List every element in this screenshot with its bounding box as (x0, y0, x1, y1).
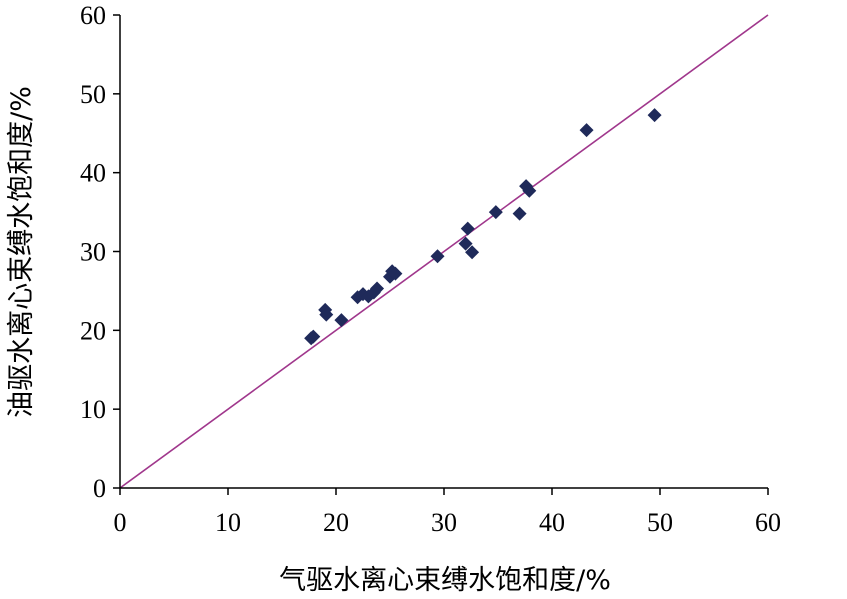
x-tick-label: 50 (647, 508, 673, 537)
x-tick-label: 10 (215, 508, 241, 537)
x-axis-title: 气驱水离心束缚水饱和度/% (279, 565, 611, 596)
x-tick-label: 20 (323, 508, 349, 537)
data-point (512, 206, 527, 221)
y-tick-label: 40 (80, 159, 106, 188)
x-tick-label: 30 (431, 508, 457, 537)
data-point (488, 205, 503, 220)
y-tick-label: 30 (80, 238, 106, 267)
data-point (388, 266, 403, 281)
data-point (319, 307, 334, 322)
data-point (579, 123, 594, 138)
y-tick-label: 60 (80, 1, 106, 30)
x-tick-label: 40 (539, 508, 565, 537)
x-tick-label: 60 (755, 508, 781, 537)
x-tick-label: 0 (114, 508, 127, 537)
data-point (306, 329, 321, 344)
data-point (522, 183, 537, 198)
y-axis-title: 油驱水离心束缚水饱和度/% (6, 86, 37, 418)
data-point (647, 108, 662, 123)
y-tick-label: 10 (80, 395, 106, 424)
reference-line (119, 14, 769, 489)
data-point (460, 221, 475, 236)
data-point (334, 313, 349, 328)
data-point (458, 236, 473, 251)
data-point (430, 249, 445, 264)
y-tick-label: 0 (93, 474, 106, 503)
data-point (370, 281, 385, 296)
data-point (465, 245, 480, 260)
y-tick-label: 20 (80, 316, 106, 345)
y-tick-label: 50 (80, 80, 106, 109)
